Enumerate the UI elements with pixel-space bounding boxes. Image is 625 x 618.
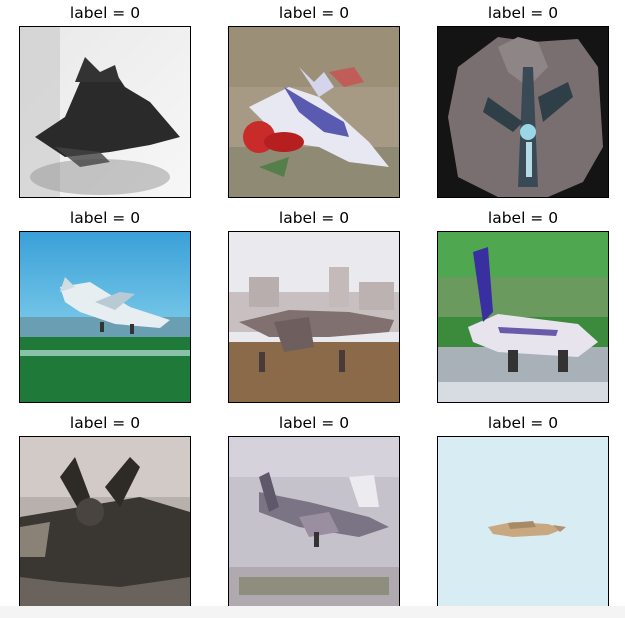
panel-image bbox=[228, 231, 400, 403]
panel-title: label = 0 bbox=[278, 209, 350, 227]
panel-image bbox=[228, 436, 400, 608]
panel-title: label = 0 bbox=[487, 4, 559, 22]
panel-image bbox=[437, 26, 609, 198]
panel-image bbox=[19, 26, 191, 198]
panel-title: label = 0 bbox=[487, 209, 559, 227]
panel-title: label = 0 bbox=[278, 414, 350, 432]
panel-image bbox=[19, 436, 191, 608]
panel-image bbox=[228, 26, 400, 198]
panel-title: label = 0 bbox=[69, 414, 141, 432]
panel-image bbox=[437, 231, 609, 403]
panel-title: label = 0 bbox=[278, 4, 350, 22]
bottom-strip bbox=[0, 606, 625, 618]
panel-title: label = 0 bbox=[69, 209, 141, 227]
panel-title: label = 0 bbox=[487, 414, 559, 432]
panel-image bbox=[19, 231, 191, 403]
panel-title: label = 0 bbox=[69, 4, 141, 22]
panel-image bbox=[437, 436, 609, 608]
